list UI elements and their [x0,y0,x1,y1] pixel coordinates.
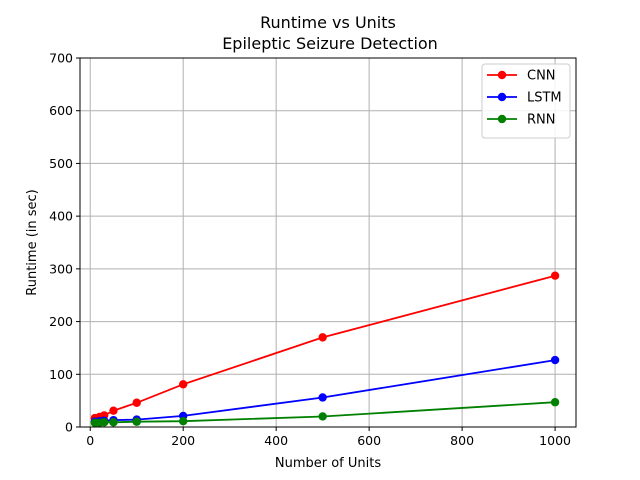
data-point-cnn [132,398,141,407]
legend: CNN LSTM RNN [481,63,571,139]
y-tick-label: 200 [49,314,73,329]
data-point-rnn [550,398,560,407]
data-point-lstm [318,393,327,402]
data-point-rnn [132,417,141,426]
y-tick-label: 500 [49,156,73,171]
data-point-cnn [178,380,188,389]
x-tick-label: 200 [171,433,195,448]
x-tick-label: 400 [264,433,288,448]
series-layer [90,271,560,427]
y-tick-label: 300 [49,261,73,276]
axis-ticks: 0 200 400 600 800 1000 0 100 200 300 400 500 600 700 [49,51,571,449]
data-point-cnn [318,333,327,342]
series-line-lstm [94,359,556,423]
legend-marker-lstm [497,92,507,102]
data-point-rnn [178,417,188,426]
y-axis-label: Runtime (in sec) [25,189,40,295]
y-tick-label: 0 [65,420,73,435]
legend-label-lstm: LSTM [527,91,562,106]
chart-title: Runtime vs Units [260,13,396,32]
x-tick-label: 800 [450,433,474,448]
data-point-cnn [550,271,560,280]
x-tick-label: 600 [357,433,381,448]
chart-subtitle: Epileptic Seizure Detection [222,34,438,53]
data-point-rnn [318,412,327,421]
y-tick-label: 400 [49,209,73,224]
legend-label-rnn: RNN [527,113,555,128]
legend-marker-cnn [497,70,507,80]
data-point-lstm [550,355,560,365]
data-point-cnn [109,406,118,415]
x-axis-label: Number of Units [275,456,381,471]
data-point-rnn [99,418,109,427]
data-point-rnn [109,418,118,427]
y-tick-label: 600 [49,103,73,118]
legend-marker-rnn [497,114,507,124]
y-tick-label: 100 [49,367,73,382]
legend-label-cnn: CNN [527,69,556,84]
x-tick-label: 1000 [539,433,571,448]
plot-frame [79,57,577,428]
y-tick-label: 700 [49,51,73,66]
x-tick-label: 0 [86,433,94,448]
